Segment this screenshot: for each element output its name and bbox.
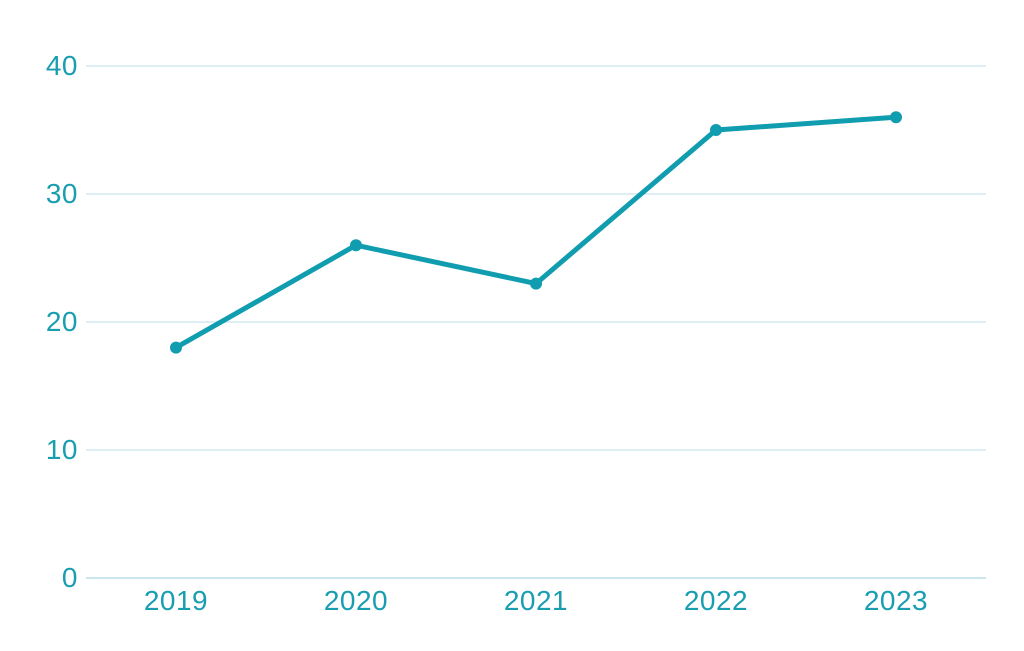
- gridline-30: [86, 193, 986, 195]
- gridline-20: [86, 321, 986, 323]
- data-point-2022: [710, 124, 722, 136]
- data-point-2020: [350, 239, 362, 252]
- data-point-2023: [890, 111, 902, 124]
- gridline-10: [86, 449, 986, 451]
- data-point-2021: [530, 277, 542, 290]
- y-tick-label-20: 20: [45, 306, 78, 337]
- x-tick-label-2023: 2023: [863, 585, 929, 616]
- x-tick-label-2022: 2022: [683, 585, 749, 616]
- gridline-40: [86, 65, 986, 67]
- y-tick-label-10: 10: [45, 434, 78, 465]
- series-line: [173, 114, 899, 351]
- x-tick-label-2019: 2019: [143, 585, 209, 616]
- x-tick-label-2020: 2020: [323, 585, 389, 616]
- data-point-2019: [170, 341, 182, 354]
- series-points: [170, 111, 902, 354]
- y-tick-label-40: 40: [45, 50, 78, 81]
- y-tick-label-0: 0: [61, 562, 78, 593]
- x-tick-label-2021: 2021: [503, 585, 569, 616]
- gridline-0-baseline: [86, 577, 986, 579]
- y-tick-label-30: 30: [45, 178, 78, 209]
